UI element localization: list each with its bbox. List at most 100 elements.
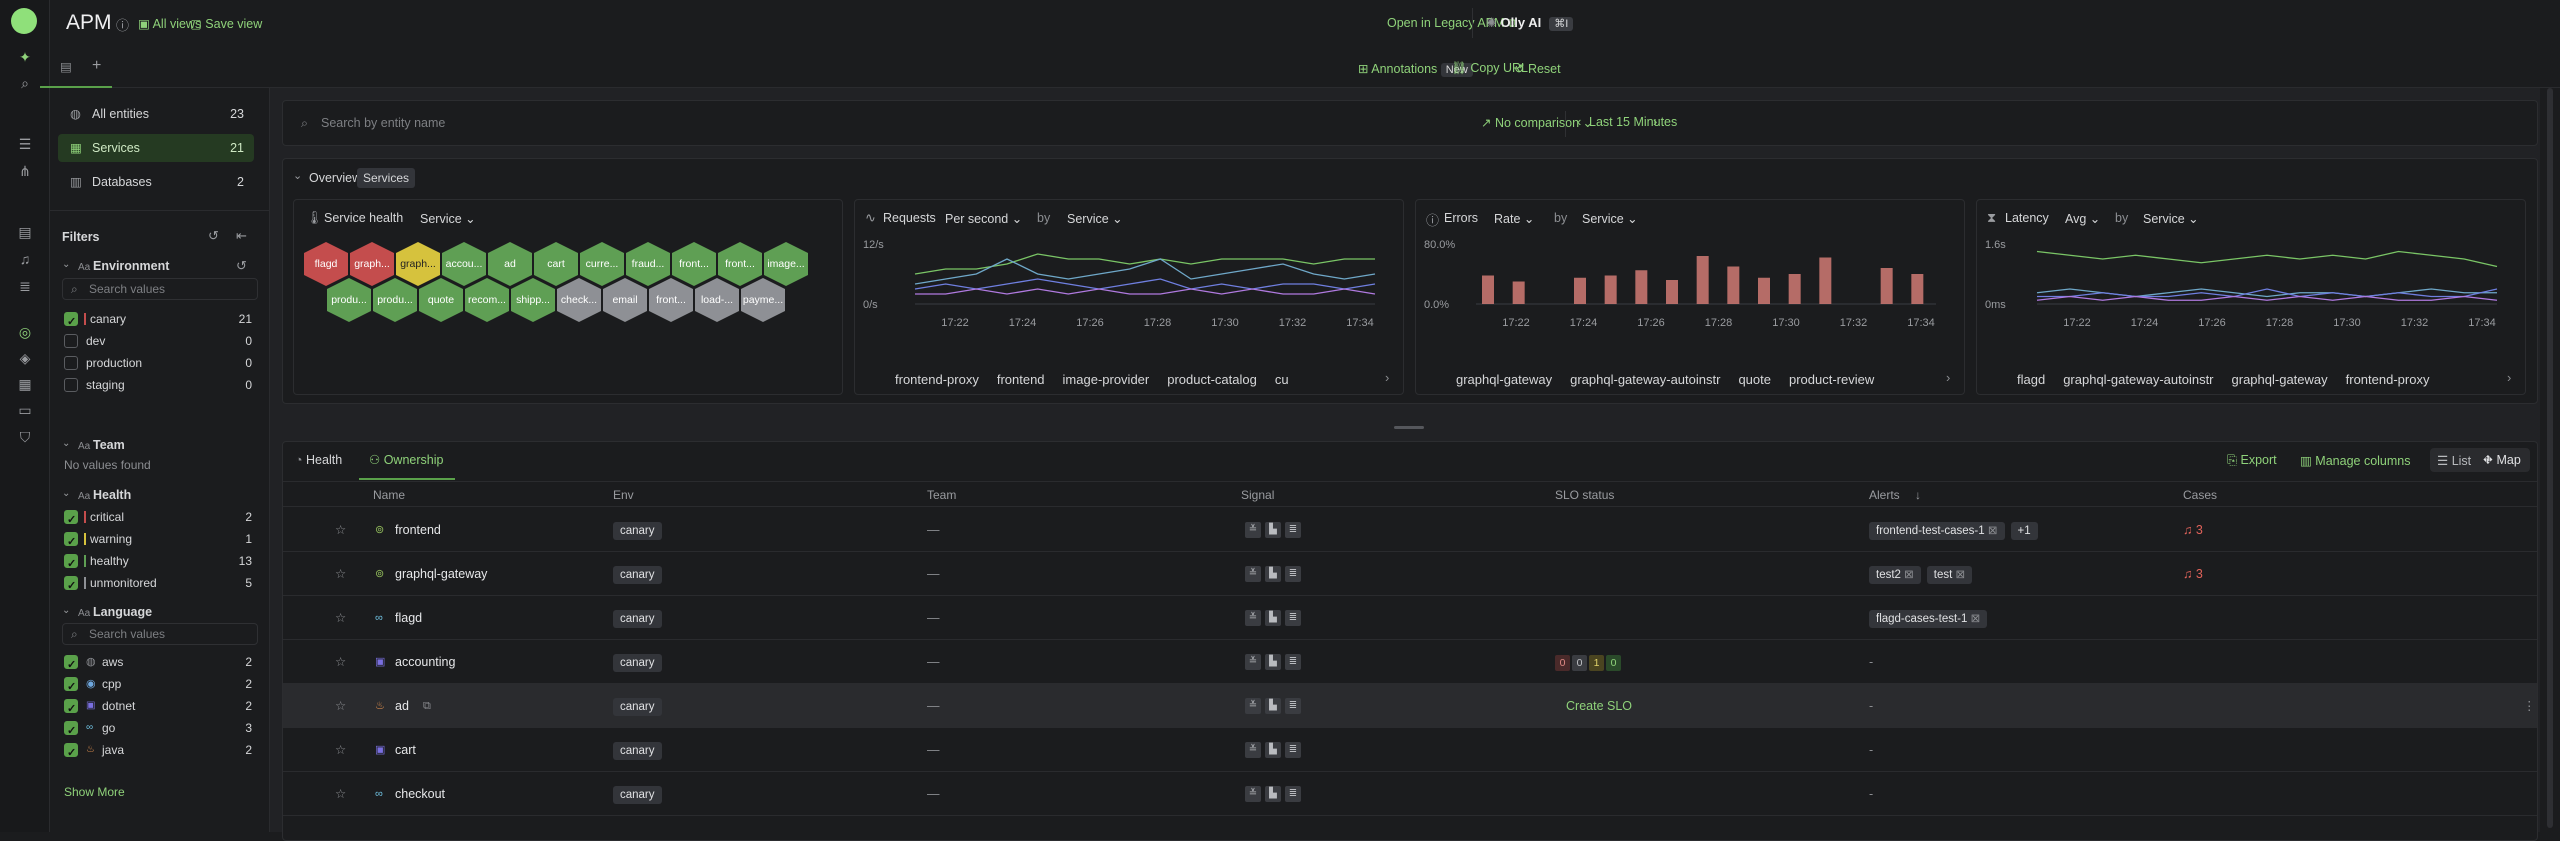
logs-signal-icon[interactable]: ≣: [1285, 786, 1301, 802]
requests-by-dropdown[interactable]: Service ⌄: [1067, 212, 1123, 226]
legend-next-icon[interactable]: ›: [1385, 370, 1390, 385]
legend-item[interactable]: graphql-gateway: [1456, 372, 1553, 387]
annotations-button[interactable]: ⊞ Annotations New: [1358, 61, 1473, 77]
environment-search-input[interactable]: Search values: [62, 278, 258, 300]
chevron-down-icon[interactable]: ⌄: [62, 438, 71, 449]
reset-environment-icon[interactable]: ↺: [236, 258, 247, 273]
col-name[interactable]: Name: [373, 488, 406, 502]
nav-databases[interactable]: ▥ Databases 2: [58, 168, 254, 196]
add-tab-button[interactable]: +: [92, 57, 102, 74]
errors-agg-dropdown[interactable]: Rate ⌄: [1494, 212, 1535, 226]
metrics-signal-icon[interactable]: ▙: [1265, 786, 1281, 802]
legend-next-icon[interactable]: ›: [1946, 370, 1951, 385]
logs-signal-icon[interactable]: ≣: [1285, 522, 1301, 538]
legend-item[interactable]: graphql-gateway-autoinstr: [2063, 372, 2214, 387]
shield-icon[interactable]: ⛉: [19, 429, 31, 445]
reset-button[interactable]: ↺ Reset: [1514, 62, 1561, 76]
latency-agg-dropdown[interactable]: Avg ⌄: [2065, 212, 2101, 226]
trace-signal-icon[interactable]: ≚: [1245, 654, 1261, 670]
list-icon[interactable]: ☰: [18, 136, 32, 152]
legend-item[interactable]: image-provider: [1062, 372, 1150, 387]
time-back-button[interactable]: ‹: [1577, 114, 1582, 129]
trace-signal-icon[interactable]: ≚: [1245, 786, 1261, 802]
cases-cell[interactable]: ♫ 3: [2183, 567, 2203, 581]
health-hex[interactable]: curre...: [580, 242, 624, 286]
health-hex[interactable]: recom...: [465, 278, 509, 322]
page-scrollbar[interactable]: [2540, 88, 2560, 832]
health-hex[interactable]: graph...: [396, 242, 440, 286]
table-row[interactable]: ☆ ⊚ graphql-gateway canary — ≚ ▙ ≣ test2 ⊠ test ⊠…: [283, 552, 2537, 596]
show-more-link[interactable]: Show More: [64, 785, 125, 799]
error-bar[interactable]: [1758, 277, 1770, 304]
series-line[interactable]: [914, 278, 1376, 290]
requests-agg-dropdown[interactable]: Per second ⌄: [945, 212, 1023, 226]
alert-tag[interactable]: test ⊠: [1926, 566, 1973, 584]
open-legacy-link[interactable]: Open in Legacy APM ⧉: [1387, 16, 1517, 30]
star-icon[interactable]: ☆: [335, 655, 347, 669]
col-cases[interactable]: Cases: [2183, 488, 2218, 502]
chevron-down-icon[interactable]: ⌄: [62, 605, 71, 616]
service-name[interactable]: checkout: [395, 787, 446, 801]
table-row[interactable]: ☆ ∞ checkout canary — ≚ ▙ ≣ -: [283, 772, 2537, 816]
health-group-dropdown[interactable]: Service ⌄: [420, 212, 476, 226]
service-name[interactable]: cart: [395, 743, 416, 757]
info-icon[interactable]: ⓘ: [116, 18, 130, 33]
legend-item[interactable]: frontend: [996, 372, 1045, 387]
logs-signal-icon[interactable]: ≣: [1285, 698, 1301, 714]
more-actions-icon[interactable]: ⋮: [2523, 699, 2536, 713]
health-hex[interactable]: ad: [488, 242, 532, 286]
filter-env-production[interactable]: production 0: [50, 352, 270, 374]
error-bar[interactable]: [1819, 257, 1832, 305]
alert-tag[interactable]: frontend-test-cases-1 ⊠: [1869, 522, 2005, 540]
metrics-signal-icon[interactable]: ▙: [1265, 742, 1281, 758]
table-row[interactable]: ☆ ∞ flagd canary — ≚ ▙ ≣ flagd-cases-test-1 ⊠: [283, 596, 2537, 640]
nav-all-entities[interactable]: ◍ All entities 23: [58, 100, 254, 128]
service-name[interactable]: accounting: [395, 655, 456, 669]
logs-signal-icon[interactable]: ≣: [1285, 742, 1301, 758]
error-bar[interactable]: [1696, 256, 1709, 304]
storage-icon[interactable]: ▭: [18, 402, 32, 418]
errors-by-dropdown[interactable]: Service ⌄: [1582, 212, 1638, 226]
create-slo-button[interactable]: Create SLO: [1566, 699, 1633, 713]
trace-signal-icon[interactable]: ≚: [1245, 610, 1261, 626]
error-bar[interactable]: [1574, 277, 1586, 304]
health-hex[interactable]: email: [603, 278, 647, 322]
database-icon[interactable]: ▦: [18, 376, 32, 392]
tab-ownership[interactable]: ⚇ Ownership: [359, 442, 455, 480]
health-hex[interactable]: payme...: [741, 278, 785, 322]
star-icon[interactable]: ☆: [335, 611, 347, 625]
health-hex[interactable]: quote: [419, 278, 463, 322]
col-team[interactable]: Team: [927, 488, 957, 502]
series-line[interactable]: [915, 288, 1376, 295]
metrics-signal-icon[interactable]: ▙: [1265, 610, 1281, 626]
collapse-filters-icon[interactable]: ⇤: [236, 228, 247, 243]
legend-item[interactable]: flagd: [2017, 372, 2046, 387]
health-hex[interactable]: produ...: [373, 278, 417, 322]
manage-columns-button[interactable]: ▥ Manage columns: [2300, 454, 2411, 468]
sort-desc-icon[interactable]: ↓: [1915, 488, 1921, 502]
copy-icon[interactable]: ⧉: [423, 700, 431, 712]
list-view-button[interactable]: ☰ List: [2437, 454, 2472, 468]
health-hex[interactable]: flagd: [304, 242, 348, 286]
legend-item[interactable]: cu: [1274, 372, 1289, 387]
service-name[interactable]: graphql-gateway: [395, 567, 488, 581]
logs-icon[interactable]: ≣: [19, 278, 31, 294]
trace-signal-icon[interactable]: ≚: [1245, 522, 1261, 538]
filter-env-staging[interactable]: staging 0: [50, 374, 270, 396]
col-env[interactable]: Env: [613, 488, 634, 502]
network-icon[interactable]: ⋔: [19, 163, 31, 179]
col-alerts[interactable]: Alerts: [1869, 488, 1900, 502]
logs-signal-icon[interactable]: ≣: [1285, 610, 1301, 626]
star-icon[interactable]: ☆: [335, 699, 347, 713]
legend-item[interactable]: graphql-gateway: [2231, 372, 2328, 387]
export-button[interactable]: ⎘ Export: [2227, 453, 2277, 467]
star-icon[interactable]: ☆: [335, 523, 347, 537]
health-hex[interactable]: produ...: [327, 278, 371, 322]
health-hex[interactable]: front...: [672, 242, 716, 286]
service-name[interactable]: ad: [395, 699, 409, 713]
